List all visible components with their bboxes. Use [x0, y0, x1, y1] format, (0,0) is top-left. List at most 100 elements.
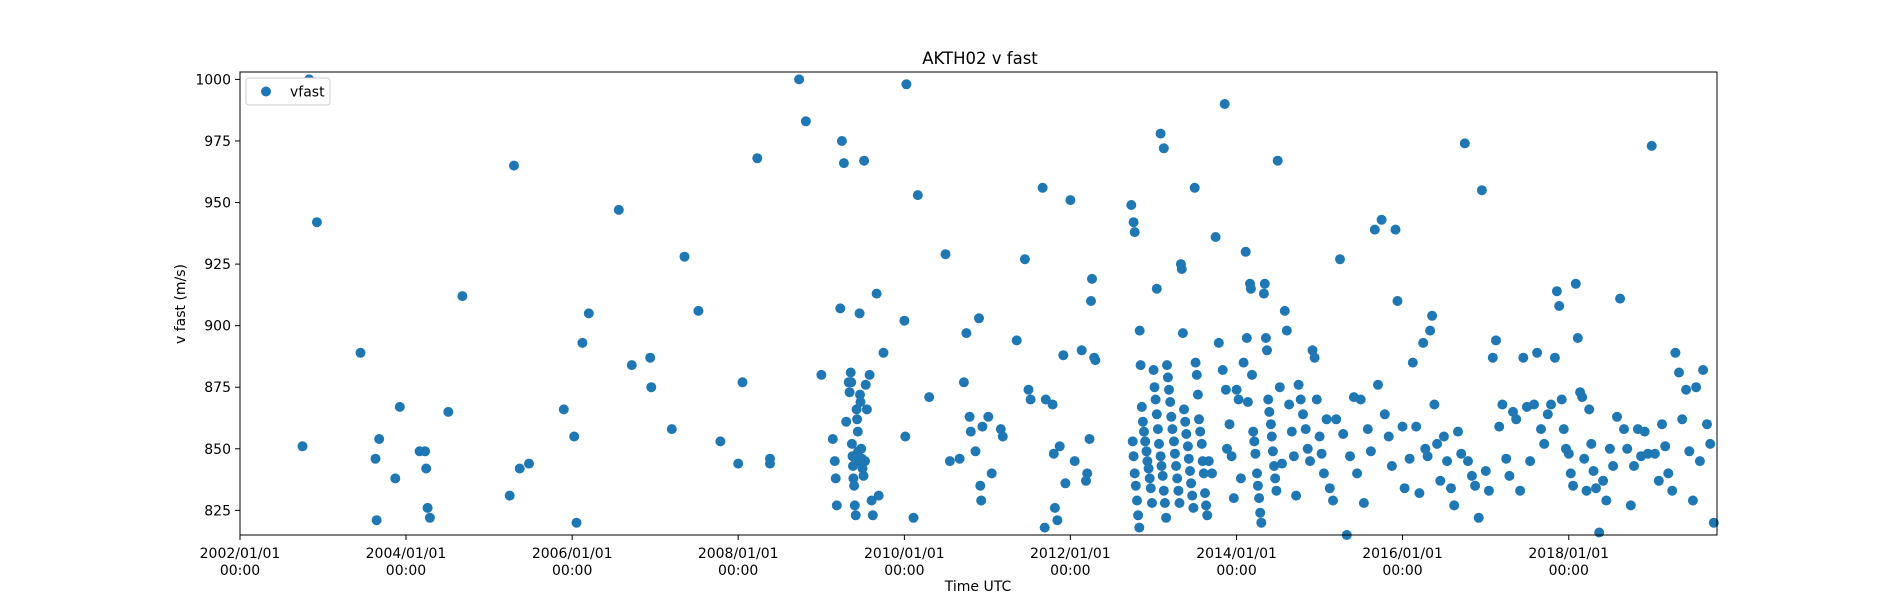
- data-point: [1404, 453, 1415, 464]
- data-point: [855, 397, 866, 407]
- data-point: [1231, 384, 1242, 395]
- data-point: [1314, 431, 1325, 442]
- data-point: [1442, 456, 1453, 467]
- data-point: [1127, 436, 1138, 447]
- data-point: [829, 456, 840, 467]
- data-point: [1176, 264, 1187, 274]
- data-point: [1281, 325, 1292, 336]
- data-point: [1459, 138, 1470, 149]
- data-point: [858, 470, 869, 481]
- data-point: [1355, 394, 1366, 405]
- data-point: [1154, 438, 1164, 449]
- data-point: [1039, 522, 1050, 533]
- data-point: [1480, 466, 1491, 476]
- y-axis: 825 850 875 900 925 950 975 1000: [195, 72, 240, 519]
- data-point: [977, 421, 988, 432]
- data-point: [1694, 456, 1705, 467]
- data-point: [1238, 357, 1249, 368]
- data-point: [965, 426, 976, 437]
- x-tick-label: 2014/01/01: [1196, 546, 1277, 562]
- data-point: [1058, 350, 1069, 361]
- data-point: [421, 463, 432, 474]
- data-point: [794, 74, 805, 85]
- plot-area-frame: [239, 71, 1718, 536]
- data-point: [1144, 473, 1155, 484]
- data-point: [1570, 278, 1581, 289]
- data-point: [1691, 382, 1702, 393]
- data-point: [1392, 296, 1403, 306]
- data-point: [422, 502, 433, 513]
- data-point: [1414, 488, 1425, 499]
- data-point: [831, 500, 842, 511]
- data-point: [1390, 224, 1401, 235]
- data-point: [371, 515, 382, 526]
- y-tick-label: 875: [204, 380, 231, 396]
- data-point: [1145, 483, 1156, 494]
- data-point: [974, 313, 984, 324]
- data-point: [1224, 419, 1235, 430]
- data-point: [1210, 232, 1221, 242]
- data-point: [1565, 468, 1576, 479]
- data-point: [1137, 416, 1148, 427]
- data-point: [961, 328, 972, 339]
- data-point: [1266, 431, 1277, 442]
- data-point: [1646, 140, 1657, 151]
- data-point: [1476, 185, 1487, 196]
- data-point: [1286, 426, 1297, 437]
- data-point: [1219, 99, 1230, 109]
- data-point: [1435, 475, 1446, 486]
- data-point: [1222, 443, 1232, 454]
- data-point: [1200, 488, 1210, 499]
- legend-marker: [261, 86, 271, 97]
- x-tick-label: 2012/01/01: [1030, 546, 1111, 562]
- data-point: [1705, 438, 1716, 449]
- x-tick-label: 2002/01/01: [200, 546, 281, 562]
- data-point: [1470, 480, 1481, 491]
- data-point: [1338, 429, 1349, 439]
- data-point: [878, 347, 889, 358]
- data-point: [1591, 483, 1601, 494]
- data-point: [1263, 394, 1274, 405]
- data-point: [1615, 293, 1626, 304]
- data-point: [838, 158, 849, 169]
- data-point: [645, 352, 656, 363]
- data-point: [1258, 288, 1269, 299]
- data-point: [1217, 365, 1228, 375]
- data-point: [1164, 384, 1174, 395]
- data-point: [1174, 498, 1185, 508]
- data-point: [1302, 443, 1313, 454]
- data-point: [1226, 451, 1237, 462]
- data-point: [1060, 478, 1071, 489]
- data-point: [1411, 421, 1422, 432]
- data-point: [1473, 512, 1484, 523]
- data-point: [1156, 461, 1167, 471]
- data-point: [1546, 399, 1556, 410]
- data-point: [860, 456, 870, 467]
- data-point: [1625, 500, 1636, 511]
- data-point: [1198, 468, 1209, 479]
- data-point: [846, 438, 857, 449]
- data-point: [1449, 500, 1460, 511]
- data-point: [1247, 369, 1257, 380]
- data-point: [1379, 409, 1390, 420]
- x-tick-label: 2008/01/01: [698, 546, 779, 562]
- data-point: [577, 337, 588, 348]
- data-point: [1129, 468, 1140, 479]
- data-point: [1456, 448, 1467, 459]
- data-point: [424, 512, 435, 523]
- x-tick-label-time: 00:00: [884, 563, 924, 579]
- data-point: [1556, 394, 1567, 405]
- y-axis-title: v fast (m/s): [173, 264, 189, 344]
- x-tick-label-time: 00:00: [1050, 563, 1090, 579]
- data-point: [693, 305, 704, 316]
- x-tick-label-time: 00:00: [552, 563, 592, 579]
- data-point: [1358, 498, 1369, 508]
- data-point: [1642, 448, 1653, 459]
- data-point: [845, 367, 856, 378]
- data-point: [1241, 333, 1252, 343]
- data-point: [1037, 182, 1048, 193]
- data-point: [1386, 461, 1397, 471]
- y-tick-label: 900: [204, 319, 231, 335]
- y-tick-label: 975: [204, 134, 231, 150]
- data-point: [1248, 426, 1259, 437]
